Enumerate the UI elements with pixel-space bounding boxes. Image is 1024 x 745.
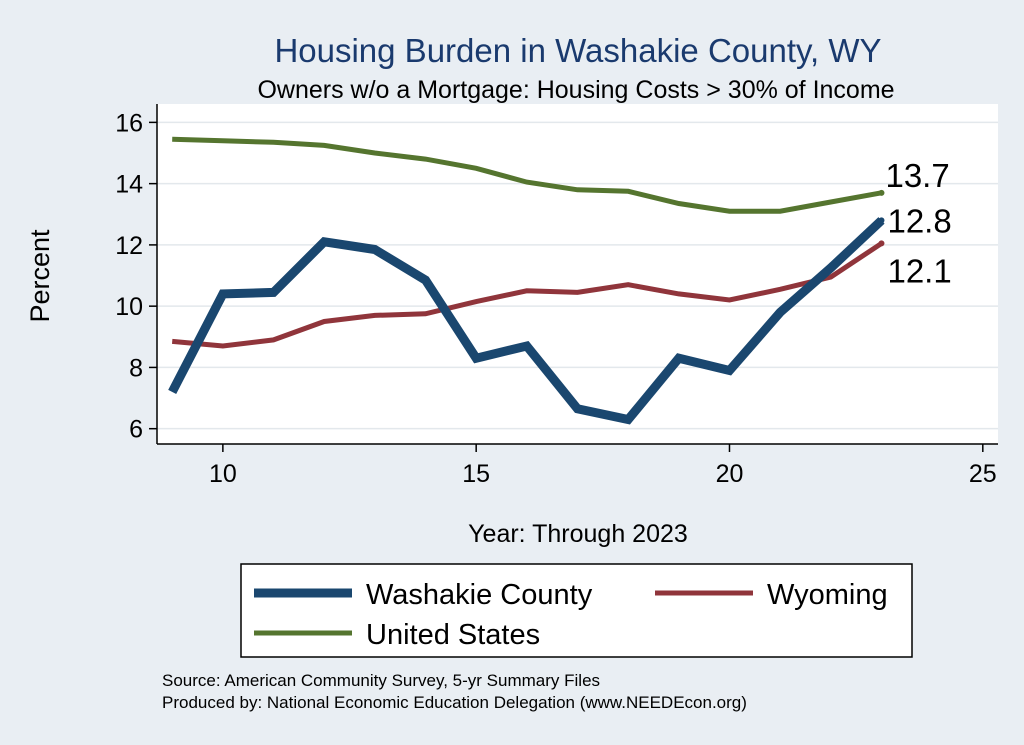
end-label-washakie: 12.8	[887, 202, 951, 239]
y-tick-label-16: 16	[115, 109, 143, 137]
series-endpoint-united-states	[878, 189, 885, 196]
source-note: Source: American Community Survey, 5-yr …	[162, 671, 600, 690]
producer-note: Produced by: National Economic Education…	[162, 693, 747, 712]
legend: Washakie County Wyoming United States	[240, 563, 913, 658]
chart-subtitle: Owners w/o a Mortgage: Housing Costs > 3…	[257, 76, 894, 104]
y-tick-label-8: 8	[129, 354, 143, 382]
gridlines	[157, 121, 998, 430]
x-tick-label-10: 10	[209, 460, 237, 488]
legend-label-united-states: United States	[366, 619, 540, 651]
end-label-united-states: 13.7	[885, 157, 949, 194]
y-tick-label-12: 12	[115, 232, 143, 260]
legend-box	[240, 563, 913, 658]
y-tick-label-6: 6	[129, 416, 143, 444]
y-tick-label-10: 10	[115, 293, 143, 321]
y-axis-label: Percent	[25, 229, 55, 323]
series-line-united-states	[172, 136, 882, 214]
y-tick-label-14: 14	[115, 171, 143, 199]
x-tick-label-15: 15	[462, 460, 490, 488]
series-lines	[168, 136, 885, 425]
series-endpoint-washakie	[878, 217, 885, 224]
legend-label-wyoming: Wyoming	[767, 579, 888, 611]
series-line-wyoming	[171, 241, 883, 349]
series-endpoint-wyoming	[878, 240, 885, 247]
x-tick-label-25: 25	[969, 460, 997, 488]
end-label-wyoming: 12.1	[887, 252, 951, 289]
chart-title: Housing Burden in Washakie County, WY	[274, 32, 881, 69]
end-labels: 12.8 12.1 13.7	[885, 157, 951, 290]
axes: 6 8 10 12 14 16 10 15 20 25	[115, 104, 998, 488]
plot-area	[157, 104, 998, 444]
legend-label-washakie: Washakie County	[366, 579, 593, 611]
x-tick-label-20: 20	[716, 460, 744, 488]
series-line-washakie	[168, 217, 885, 425]
x-axis-label: Year: Through 2023	[468, 520, 688, 548]
